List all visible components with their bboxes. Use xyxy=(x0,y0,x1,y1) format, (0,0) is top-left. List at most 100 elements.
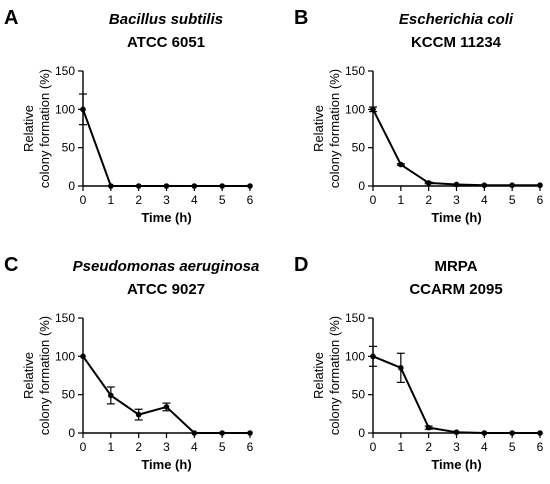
panel-label: B xyxy=(294,7,308,29)
y-tick-label: 100 xyxy=(345,102,365,116)
x-tick-label: 1 xyxy=(397,440,404,454)
y-tick-label: 150 xyxy=(55,311,75,325)
chart-title-line2: ATCC 6051 xyxy=(127,34,205,51)
y-axis-title-line2: colony formation (%) xyxy=(327,69,342,188)
y-tick-label: 150 xyxy=(345,64,365,78)
x-tick-label: 2 xyxy=(135,440,142,454)
x-tick-label: 5 xyxy=(509,440,516,454)
x-tick-label: 5 xyxy=(219,440,226,454)
series-line xyxy=(82,108,250,187)
data-point xyxy=(509,182,515,189)
x-tick-label: 5 xyxy=(509,193,516,207)
data-point xyxy=(398,161,404,168)
x-tick-label: 3 xyxy=(163,440,170,454)
data-point xyxy=(80,106,86,113)
x-tick-label: 0 xyxy=(370,440,377,454)
y-axis-title-line1: Relative xyxy=(311,105,326,152)
data-point xyxy=(135,411,142,418)
y-tick-label: 150 xyxy=(55,64,75,78)
x-axis-title: Time (h) xyxy=(141,457,191,472)
x-tick-label: 2 xyxy=(135,193,142,207)
chart-title-line2: KCCM 11234 xyxy=(411,34,502,51)
y-tick-label: 150 xyxy=(345,311,365,325)
data-point xyxy=(537,182,543,189)
chart-panel-b: B Escherichia coli KCCM 11234 Relative colon… xyxy=(294,7,544,225)
y-axis-title-line1: Relative xyxy=(21,352,36,399)
panel-label: C xyxy=(4,254,18,276)
data-point xyxy=(191,430,198,436)
x-tick-label: 4 xyxy=(191,440,198,454)
y-tick-label: 100 xyxy=(55,349,75,363)
x-tick-label: 6 xyxy=(247,193,254,207)
data-point xyxy=(453,181,460,188)
y-tick-label: 0 xyxy=(68,426,75,440)
data-point xyxy=(425,424,432,431)
chart-title-line1: MRPA xyxy=(434,258,477,275)
y-axis-title-line2: colony formation (%) xyxy=(37,316,52,435)
data-point xyxy=(108,392,114,399)
data-point xyxy=(537,430,543,436)
y-axis-title-line2: colony formation (%) xyxy=(37,69,52,188)
chart-title-line1: Pseudomonas aeruginosa xyxy=(73,258,260,275)
data-point xyxy=(191,183,198,189)
chart-title-line1: Escherichia coli xyxy=(399,11,514,28)
x-tick-label: 0 xyxy=(80,193,87,207)
x-tick-label: 6 xyxy=(247,440,254,454)
y-axis-title-line1: Relative xyxy=(21,105,36,152)
y-tick-label: 100 xyxy=(345,349,365,363)
data-point xyxy=(370,353,376,360)
chart-title-line2: CCARM 2095 xyxy=(409,281,502,298)
x-tick-label: 1 xyxy=(107,440,114,454)
y-axis-title-line1: Relative xyxy=(311,352,326,399)
data-point xyxy=(108,183,114,189)
data-point xyxy=(481,430,488,436)
x-axis-title: Time (h) xyxy=(141,210,191,225)
x-tick-label: 0 xyxy=(370,193,377,207)
x-axis-title: Time (h) xyxy=(431,210,481,225)
x-tick-label: 4 xyxy=(481,440,488,454)
x-tick-label: 1 xyxy=(397,193,404,207)
data-point xyxy=(219,183,225,189)
x-tick-label: 0 xyxy=(80,440,87,454)
x-tick-label: 2 xyxy=(425,440,432,454)
data-point xyxy=(453,429,460,436)
x-tick-label: 4 xyxy=(481,193,488,207)
data-point xyxy=(80,353,86,360)
data-point xyxy=(509,430,515,436)
x-tick-label: 4 xyxy=(191,193,198,207)
chart-panel-d: D MRPA CCARM 2095 Relative colony formation … xyxy=(294,254,544,472)
y-tick-label: 0 xyxy=(68,179,75,193)
y-axis-title-line2: colony formation (%) xyxy=(327,316,342,435)
series-line xyxy=(82,355,250,434)
x-tick-label: 3 xyxy=(163,193,170,207)
panel-label: D xyxy=(294,254,308,276)
chart-title-line2: ATCC 9027 xyxy=(127,281,205,298)
y-tick-label: 50 xyxy=(352,141,366,155)
x-tick-label: 1 xyxy=(107,193,114,207)
data-point xyxy=(163,183,170,189)
x-axis-title: Time (h) xyxy=(431,457,481,472)
y-tick-label: 100 xyxy=(55,102,75,116)
y-tick-label: 50 xyxy=(352,388,366,402)
data-point xyxy=(135,183,142,189)
series-line xyxy=(372,108,540,187)
data-point xyxy=(481,182,488,189)
x-tick-label: 3 xyxy=(453,440,460,454)
data-point xyxy=(398,365,404,371)
x-tick-label: 2 xyxy=(425,193,432,207)
chart-title-line1: Bacillus subtilis xyxy=(109,11,223,28)
y-tick-label: 0 xyxy=(358,179,365,193)
chart-panel-a: A Bacillus subtilis ATCC 6051 Relative colon… xyxy=(4,7,254,225)
y-tick-label: 50 xyxy=(62,141,76,155)
chart-panel-c: C Pseudomonas aeruginosa ATCC 9027 Relative… xyxy=(4,254,259,472)
x-tick-label: 6 xyxy=(537,193,544,207)
x-tick-label: 3 xyxy=(453,193,460,207)
data-point xyxy=(219,430,225,436)
data-point xyxy=(247,183,253,189)
x-tick-label: 5 xyxy=(219,193,226,207)
x-tick-label: 6 xyxy=(537,440,544,454)
y-tick-label: 0 xyxy=(358,426,365,440)
data-point xyxy=(370,106,376,113)
data-point xyxy=(425,180,432,186)
